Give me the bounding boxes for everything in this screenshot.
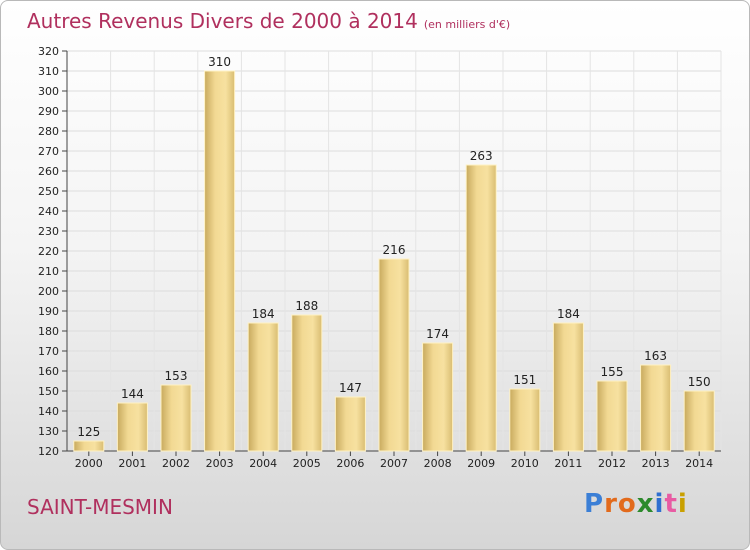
city-name: SAINT-MESMIN: [27, 495, 173, 519]
proxiti-logo: Proxiti: [584, 489, 688, 519]
y-tick-label: 120: [38, 445, 59, 458]
bar: [596, 380, 628, 452]
x-tick-label: 2009: [467, 457, 495, 470]
x-tick-label: 2001: [118, 457, 146, 470]
logo-letter: x: [636, 489, 655, 519]
y-tick-label: 140: [38, 405, 59, 418]
bar: [378, 258, 410, 452]
y-tick-label: 290: [38, 105, 59, 118]
bar: [160, 384, 192, 452]
x-tick-label: 2007: [380, 457, 408, 470]
y-tick-label: 150: [38, 385, 59, 398]
logo-letter: o: [617, 489, 637, 519]
bar-value-label: 125: [77, 425, 100, 439]
bar-value-label: 155: [601, 365, 624, 379]
y-tick-label: 130: [38, 425, 59, 438]
logo-letter: i: [677, 489, 688, 519]
x-tick-label: 2004: [249, 457, 277, 470]
bar: [465, 164, 497, 452]
bar-value-label: 147: [339, 381, 362, 395]
bar-value-label: 153: [165, 369, 188, 383]
bar-value-label: 263: [470, 149, 493, 163]
bars: 125 144 153 310 184 188 147 216 174 263 151 184 155 1…: [73, 55, 715, 452]
bar: [552, 322, 584, 452]
bar-value-label: 216: [383, 243, 406, 257]
logo-letter: P: [584, 489, 605, 519]
y-tick-label: 180: [38, 325, 59, 338]
chart-title: Autres Revenus Divers de 2000 à 2014 (en …: [27, 9, 510, 33]
x-tick-label: 2010: [511, 457, 539, 470]
y-tick-label: 230: [38, 225, 59, 238]
bar-value-label: 163: [644, 349, 667, 363]
bar: [640, 364, 672, 452]
bar: [422, 342, 454, 452]
x-tick-label: 2006: [336, 457, 364, 470]
bar-value-label: 188: [295, 299, 318, 313]
x-tick-label: 2000: [75, 457, 103, 470]
y-tick-label: 200: [38, 285, 59, 298]
bar: [291, 314, 323, 452]
y-tick-label: 220: [38, 245, 59, 258]
bar-value-label: 144: [121, 387, 144, 401]
bar: [683, 390, 715, 452]
bar: [73, 440, 105, 452]
bar-value-label: 184: [557, 307, 580, 321]
logo-letter: r: [604, 489, 618, 519]
logo-letter: i: [654, 489, 665, 519]
bar: [334, 396, 366, 452]
x-tick-label: 2008: [424, 457, 452, 470]
bar-value-label: 150: [688, 375, 711, 389]
bar: [204, 70, 236, 452]
bar-value-label: 310: [208, 55, 231, 69]
y-tick-label: 240: [38, 205, 59, 218]
bar: [247, 322, 279, 452]
y-tick-label: 210: [38, 265, 59, 278]
chart-title-text: Autres Revenus Divers de 2000 à 2014: [27, 9, 418, 33]
x-tick-label: 2011: [554, 457, 582, 470]
x-tick-label: 2013: [642, 457, 670, 470]
chart-unit: (en milliers d'€): [423, 18, 511, 31]
bar-value-label: 151: [513, 373, 536, 387]
y-tick-label: 280: [38, 125, 59, 138]
y-tick-label: 250: [38, 185, 59, 198]
x-tick-label: 2002: [162, 457, 190, 470]
y-tick-label: 300: [38, 85, 59, 98]
x-tick-label: 2005: [293, 457, 321, 470]
bar-value-label: 184: [252, 307, 275, 321]
x-tick-label: 2003: [206, 457, 234, 470]
x-tick-label: 2014: [685, 457, 713, 470]
axes: 120 130 140 150 160 170 180 190 200 210 220 230 240 2…: [38, 45, 721, 470]
y-tick-label: 270: [38, 145, 59, 158]
x-tick-label: 2012: [598, 457, 626, 470]
y-tick-label: 170: [38, 345, 59, 358]
y-tick-label: 190: [38, 305, 59, 318]
bar: [116, 402, 148, 452]
y-tick-label: 320: [38, 45, 59, 58]
bar: [509, 388, 541, 452]
y-tick-label: 310: [38, 65, 59, 78]
y-tick-label: 160: [38, 365, 59, 378]
bar-value-label: 174: [426, 327, 449, 341]
y-tick-label: 260: [38, 165, 59, 178]
logo-letter: t: [664, 489, 678, 519]
